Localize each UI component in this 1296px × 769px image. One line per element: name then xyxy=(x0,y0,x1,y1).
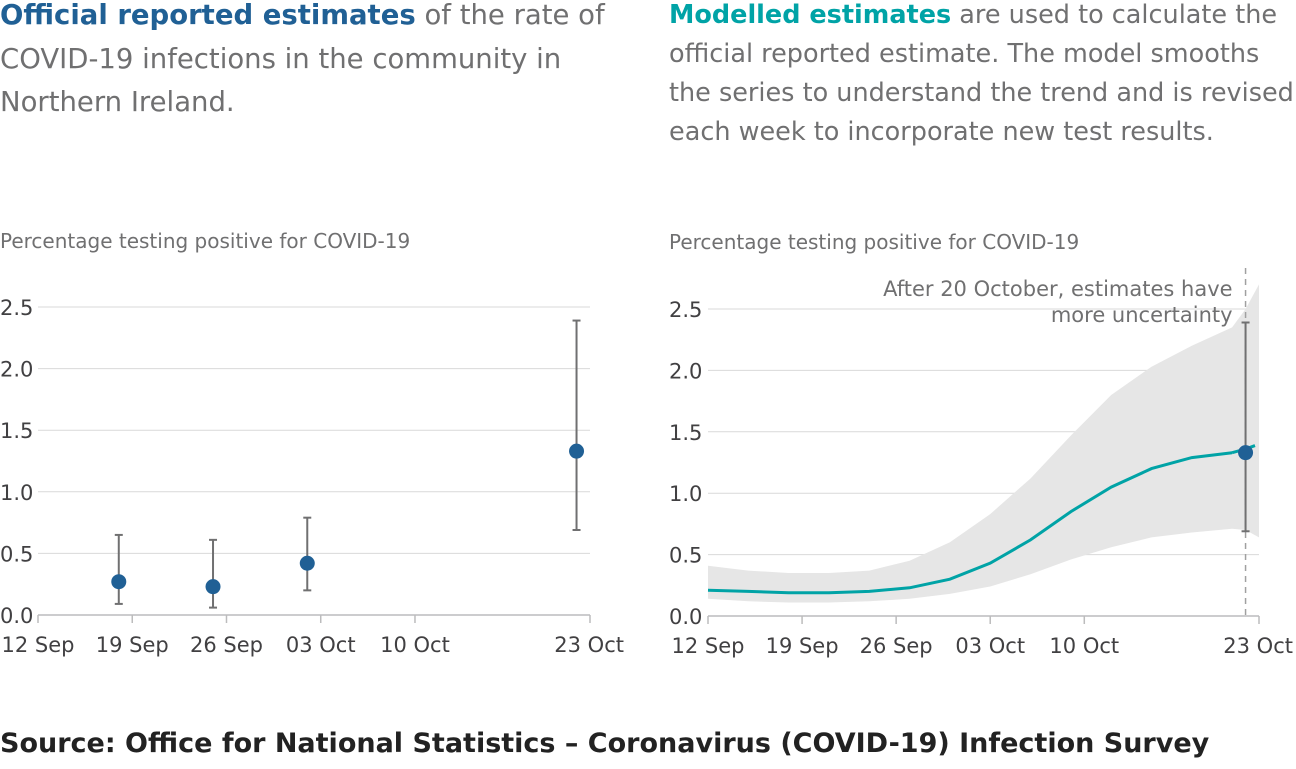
y-tick-label: 1.5 xyxy=(0,419,33,443)
left-heading-rest: of the rate of COVID-19 infections in th… xyxy=(0,0,605,118)
y-tick-label: 2.0 xyxy=(669,359,702,383)
y-tick-label: 1.0 xyxy=(669,482,702,506)
x-tick-label: 19 Sep xyxy=(96,633,169,657)
estimate-point xyxy=(205,579,221,595)
x-tick-label: 23 Oct xyxy=(554,633,624,657)
y-tick-label: 2.0 xyxy=(0,358,33,382)
y-tick-label: 0.5 xyxy=(0,542,33,566)
y-tick-label: 0.0 xyxy=(0,604,33,628)
x-tick-label: 23 Oct xyxy=(1223,634,1293,658)
x-tick-label: 03 Oct xyxy=(955,634,1025,658)
right-heading-bold: Modelled estimates xyxy=(669,0,952,30)
x-tick-label: 03 Oct xyxy=(286,633,356,657)
left-heading-bold: Official reported estimates xyxy=(0,0,416,31)
y-tick-label: 0.0 xyxy=(669,605,702,629)
x-tick-label: 12 Sep xyxy=(2,633,75,657)
x-tick-label: 10 Oct xyxy=(1049,634,1119,658)
estimate-point xyxy=(1238,445,1254,461)
y-tick-label: 1.5 xyxy=(669,421,702,445)
x-tick-label: 10 Oct xyxy=(380,633,450,657)
x-tick-label: 26 Sep xyxy=(860,634,933,658)
x-tick-label: 12 Sep xyxy=(672,634,745,658)
official-estimates-chart: 0.0 0.5 1.0 1.5 2.0 2.5 12 Sep 19 Sep 26 Sep 03 O… xyxy=(0,296,624,657)
annotation-text: After 20 October, estimates have xyxy=(883,277,1232,301)
uncertainty-band xyxy=(708,284,1259,603)
modelled-estimate-dashed-line xyxy=(1231,442,1260,455)
modelled-estimates-chart: 0.0 0.5 1.0 1.5 2.0 2.5 12 Sep 19 Sep 26 Sep 03 O… xyxy=(669,268,1293,658)
right-heading: Modelled estimates are used to calculate… xyxy=(669,0,1296,152)
right-heading-rest: are used to calculate the official repor… xyxy=(669,0,1294,147)
left-y-axis-label: Percentage testing positive for COVID-19 xyxy=(0,229,411,253)
modelled-estimate-line xyxy=(707,451,1233,595)
right-y-axis-label: Percentage testing positive for COVID-19 xyxy=(669,230,1080,254)
y-tick-label: 1.0 xyxy=(0,481,33,505)
left-heading: Official reported estimates of the rate … xyxy=(0,0,640,125)
y-tick-label: 2.5 xyxy=(669,298,702,322)
source-note: Source: Office for National Statistics –… xyxy=(0,728,1210,759)
x-tick-label: 19 Sep xyxy=(766,634,839,658)
x-tick-label: 26 Sep xyxy=(190,633,263,657)
y-tick-label: 2.5 xyxy=(0,296,33,320)
estimate-point xyxy=(299,555,315,571)
estimate-point xyxy=(569,443,585,459)
estimate-point xyxy=(111,574,127,590)
annotation-text: more uncertainty xyxy=(1051,303,1233,327)
y-tick-label: 0.5 xyxy=(669,544,702,568)
